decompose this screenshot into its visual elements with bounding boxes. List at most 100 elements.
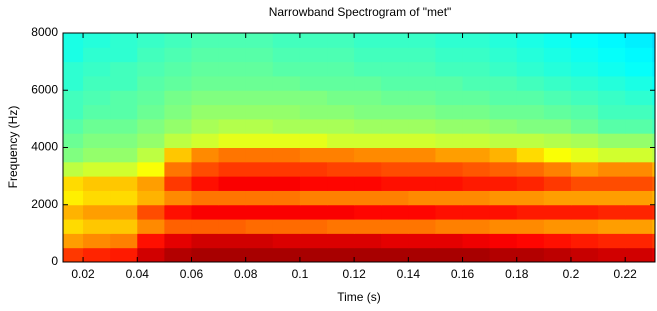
heatmap-cell (110, 233, 138, 248)
heatmap-cell (63, 176, 84, 191)
heatmap-cell (219, 176, 247, 191)
heatmap-cell (83, 205, 111, 220)
heatmap-cell (598, 190, 626, 205)
heatmap-cell (625, 219, 653, 234)
heatmap-cell (191, 233, 219, 248)
heatmap-cell (598, 176, 626, 191)
heatmap-cell (83, 105, 111, 120)
heatmap-cell (625, 176, 653, 191)
heatmap-cell (219, 76, 247, 91)
heatmap-cell (354, 176, 382, 191)
heatmap-cell (381, 90, 409, 105)
heatmap-cell (327, 233, 355, 248)
heatmap-cell (110, 248, 138, 263)
heatmap-cell (354, 219, 382, 234)
heatmap-cell (300, 233, 328, 248)
heatmap-cell (463, 33, 491, 48)
x-tick-label: 0.06 (180, 267, 204, 281)
heatmap-cell (517, 90, 545, 105)
heatmap-cell (110, 190, 138, 205)
heatmap-cell (246, 248, 274, 263)
heatmap-cell (490, 62, 518, 77)
heatmap-cell (381, 133, 409, 148)
heatmap-cell (517, 190, 545, 205)
heatmap-cell (354, 148, 382, 163)
heatmap-cell (490, 219, 518, 234)
y-tick-label: 8000 (31, 25, 58, 39)
heatmap-cell (544, 190, 572, 205)
heatmap-cell (435, 219, 463, 234)
heatmap-cell (110, 219, 138, 234)
heatmap-cell (381, 205, 409, 220)
heatmap-cell (219, 90, 247, 105)
heatmap-cell (354, 205, 382, 220)
heatmap-cell (544, 233, 572, 248)
heatmap-cell (110, 33, 138, 48)
heatmap-cell (164, 233, 192, 248)
heatmap-cell (63, 119, 84, 134)
heatmap-cell (381, 105, 409, 120)
heatmap-cell (408, 90, 436, 105)
heatmap-cell (273, 90, 301, 105)
heatmap-cell (435, 205, 463, 220)
heatmap-cell (517, 62, 545, 77)
x-tick-label: 0.2 (563, 267, 580, 281)
heatmap-cell (273, 248, 301, 263)
heatmap-cell (544, 119, 572, 134)
heatmap-cell (164, 90, 192, 105)
heatmap-cell (571, 47, 599, 62)
heatmap-cell (164, 190, 192, 205)
heatmap-cell (327, 105, 355, 120)
heatmap-cell (463, 233, 491, 248)
heatmap-cell (327, 47, 355, 62)
heatmap-cell (83, 90, 111, 105)
heatmap-cell (463, 105, 491, 120)
heatmap-cell (327, 248, 355, 263)
heatmap-cell (83, 47, 111, 62)
x-tick-label: 0.04 (126, 267, 150, 281)
heatmap-cell (544, 76, 572, 91)
x-tick-label: 0.08 (234, 267, 258, 281)
heatmap-cell (110, 205, 138, 220)
y-tick-label: 0 (51, 254, 58, 268)
x-tick-label: 0.16 (451, 267, 475, 281)
heatmap-cell (490, 148, 518, 163)
heatmap-cell (164, 133, 192, 148)
heatmap-cell (63, 190, 84, 205)
heatmap-cell (137, 105, 165, 120)
heatmap-cell (544, 133, 572, 148)
heatmap-cell (63, 105, 84, 120)
heatmap-cell (273, 190, 301, 205)
heatmap-cell (83, 219, 111, 234)
heatmap-cell (273, 233, 301, 248)
heatmap-cell (381, 176, 409, 191)
heatmap-cell (83, 190, 111, 205)
x-tick-label: 0.02 (71, 267, 95, 281)
heatmap-cell (435, 47, 463, 62)
heatmap-cell (137, 76, 165, 91)
heatmap-cell (544, 62, 572, 77)
heatmap-cell (327, 62, 355, 77)
heatmap-cell (191, 33, 219, 48)
heatmap-cell (137, 233, 165, 248)
heatmap-cell (571, 133, 599, 148)
heatmap-cell (463, 47, 491, 62)
heatmap-cell (164, 219, 192, 234)
heatmap-cell (408, 233, 436, 248)
heatmap-cell (598, 62, 626, 77)
heatmap-cell (625, 248, 653, 263)
heatmap-cell (327, 148, 355, 163)
heatmap-cell (246, 133, 274, 148)
heatmap-cell (164, 119, 192, 134)
heatmap-cell (327, 176, 355, 191)
heatmap-cell (110, 90, 138, 105)
heatmap-cell (137, 219, 165, 234)
heatmap-cell (219, 162, 247, 177)
heatmap-cell (327, 33, 355, 48)
heatmap-cell (517, 176, 545, 191)
heatmap-cell (300, 148, 328, 163)
heatmap-cell (246, 233, 274, 248)
heatmap-cell (164, 33, 192, 48)
heatmap-cell (63, 133, 84, 148)
heatmap-cell (191, 190, 219, 205)
